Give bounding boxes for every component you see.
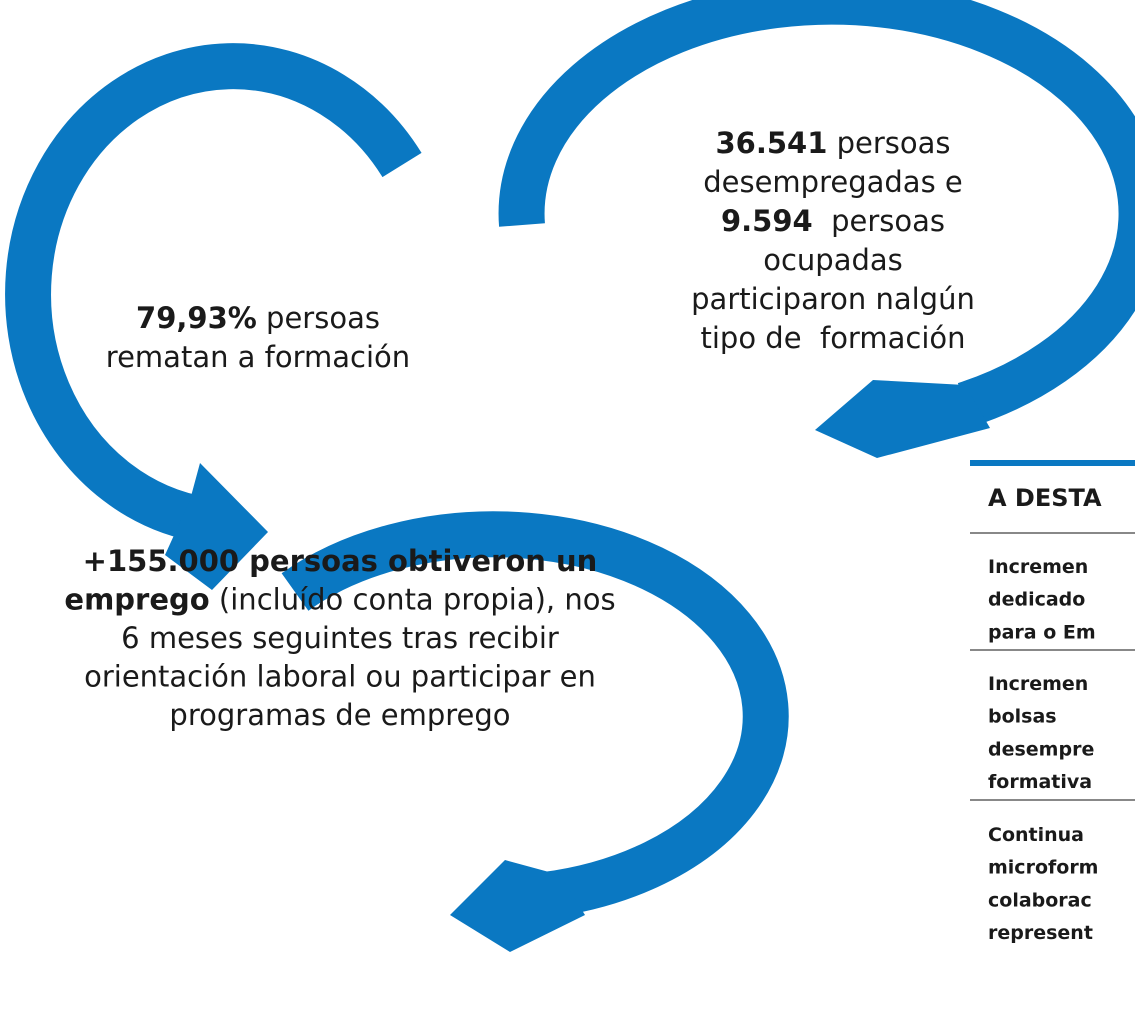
text-line: 79,93% persoas — [136, 301, 380, 335]
text-line: programas de emprego — [169, 698, 510, 732]
bold-text: +155.000 persoas obtiveron un — [83, 544, 598, 578]
panel-item-text: Continua — [988, 824, 1084, 846]
text: 6 meses seguintes tras recibir — [121, 621, 559, 655]
text: desempregadas e — [703, 165, 963, 199]
panel-item-text: colaborac — [988, 889, 1092, 911]
bold-text: emprego — [64, 583, 209, 617]
text-line: ocupadas — [763, 243, 903, 277]
panel-item-text: Incremen — [988, 556, 1088, 578]
text: programas de emprego — [169, 698, 510, 732]
panel-top-rule — [970, 460, 1135, 466]
panel-item-text: bolsas — [988, 706, 1057, 728]
text: persoas — [813, 204, 945, 238]
text-line: +155.000 persoas obtiveron un — [83, 544, 598, 578]
bold-text: 79,93% — [136, 301, 257, 335]
panel-item-text: para o Em — [988, 621, 1096, 643]
text-line: orientación laboral ou participar en — [84, 660, 596, 694]
text: persoas — [827, 126, 950, 160]
panel-item-text: Incremen — [988, 673, 1088, 695]
text: tipo de formación — [701, 321, 966, 355]
text: participaron nalgún — [691, 282, 975, 316]
text-line: 6 meses seguintes tras recibir — [121, 621, 559, 655]
panel-item-text: desempre — [988, 738, 1094, 760]
arrows — [5, 0, 1135, 918]
text-line: 36.541 persoas — [715, 126, 950, 160]
arrow-top — [498, 0, 1135, 427]
text-line: 9.594 persoas — [721, 204, 945, 238]
panel-title: A DESTA — [988, 484, 1102, 512]
text-line: desempregadas e — [703, 165, 963, 199]
panel-item-text: microform — [988, 857, 1098, 879]
text: rematan a formación — [106, 340, 410, 374]
text-line: emprego (incluído conta propia), nos — [64, 583, 615, 617]
arrow-heads — [165, 380, 990, 952]
arrow-left — [5, 43, 422, 543]
arrow-bottom — [281, 511, 789, 918]
text-line: rematan a formación — [106, 340, 410, 374]
panel-item-text: dedicado — [988, 589, 1085, 611]
arrow-head — [165, 463, 268, 590]
text: (incluído conta propia), nos — [210, 583, 616, 617]
bold-text: 36.541 — [715, 126, 827, 160]
text: persoas — [257, 301, 380, 335]
text: orientación laboral ou participar en — [84, 660, 596, 694]
bold-text: 9.594 — [721, 204, 813, 238]
arrow-head — [450, 860, 585, 952]
text-line: participaron nalgún — [691, 282, 975, 316]
arrow-head — [815, 380, 990, 458]
panel-item-text: represent — [988, 922, 1093, 944]
text: ocupadas — [763, 243, 903, 277]
panel-item-text: formativa — [988, 771, 1092, 793]
text-line: tipo de formación — [701, 321, 966, 355]
